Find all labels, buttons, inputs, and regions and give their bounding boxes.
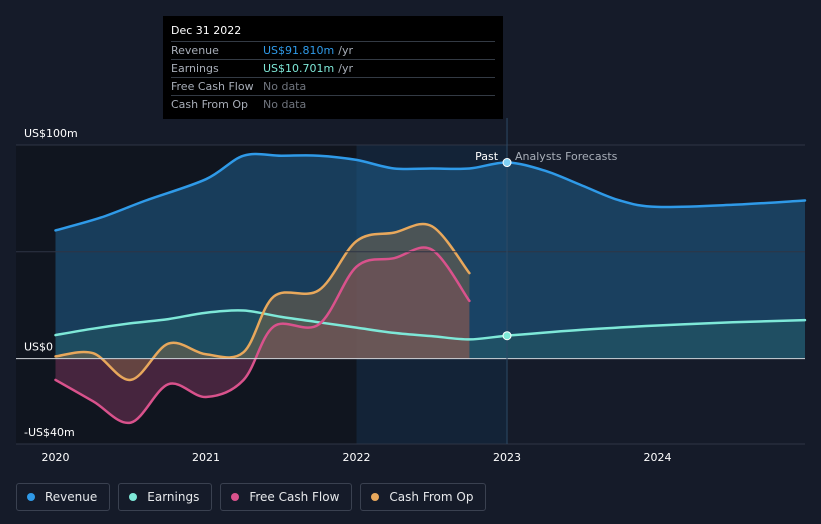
series-line-free-cash-flow <box>54 246 471 425</box>
legend-dot-icon <box>129 493 138 501</box>
tooltip-value: US$91.810m <box>263 44 335 57</box>
revenue-marker <box>502 158 512 168</box>
series-line-cash-from-op <box>54 222 471 382</box>
y-tick-label: US$0 <box>24 341 53 354</box>
past-label: Past <box>475 150 499 163</box>
series-area-cash-from-op <box>55 223 470 380</box>
series-area-revenue <box>55 153 805 359</box>
tooltip-unit: /yr <box>338 62 353 75</box>
legend-item-earnings[interactable]: Earnings <box>118 483 213 511</box>
series-line-revenue <box>54 152 807 232</box>
tooltip-unit: /yr <box>338 44 353 57</box>
x-tick-label: 2021 <box>192 451 220 464</box>
legend-dot-icon <box>27 493 35 501</box>
x-tick-label: 2024 <box>644 451 672 464</box>
earnings-marker <box>502 331 512 341</box>
legend-label: Cash From Op <box>389 490 474 504</box>
x-tick-label: 2023 <box>493 451 521 464</box>
tooltip-date: Dec 31 2022 <box>171 24 242 37</box>
x-tick-label: 2020 <box>42 451 70 464</box>
tooltip-row-revenue: Revenue US$91.810m /yr <box>171 41 495 59</box>
series-line-earnings <box>54 309 807 341</box>
tooltip: Dec 31 2022 Revenue US$91.810m /yr Earni… <box>163 16 503 119</box>
legend-item-revenue[interactable]: Revenue <box>16 483 111 511</box>
tooltip-value: US$10.701m <box>263 62 335 75</box>
legend-label: Revenue <box>45 490 98 504</box>
legend-label: Earnings <box>147 490 200 504</box>
tooltip-label: Earnings <box>171 62 219 75</box>
series-area-earnings <box>55 310 805 359</box>
tooltip-label: Revenue <box>171 44 219 57</box>
y-tick-label: US$100m <box>24 127 78 140</box>
legend-item-free-cash-flow[interactable]: Free Cash Flow <box>220 483 353 511</box>
tooltip-value: No data <box>263 80 307 93</box>
earnings-revenue-chart: US$100m US$0 -US$40m 2020 2021 2022 2023 2024 P… <box>16 118 807 464</box>
tooltip-row-free-cash-flow: Free Cash Flow No data <box>171 77 495 95</box>
tooltip-label: Cash From Op <box>171 98 249 111</box>
tooltip-row-cash-from-op: Cash From Op No data <box>171 95 495 113</box>
y-tick-label: -US$40m <box>24 426 75 439</box>
legend-item-cash-from-op[interactable]: Cash From Op <box>360 483 487 511</box>
tooltip-row-earnings: Earnings US$10.701m /yr <box>171 59 495 77</box>
legend-dot-icon <box>371 493 380 501</box>
legend: Revenue Earnings Free Cash Flow Cash Fro… <box>16 483 494 511</box>
legend-label: Free Cash Flow <box>249 490 340 504</box>
series-area-free-cash-flow <box>55 247 470 423</box>
legend-dot-icon <box>231 493 240 501</box>
x-tick-label: 2022 <box>343 451 371 464</box>
tooltip-label: Free Cash Flow <box>171 80 254 93</box>
tooltip-value: No data <box>263 98 307 111</box>
forecast-label: Analysts Forecasts <box>515 150 618 163</box>
